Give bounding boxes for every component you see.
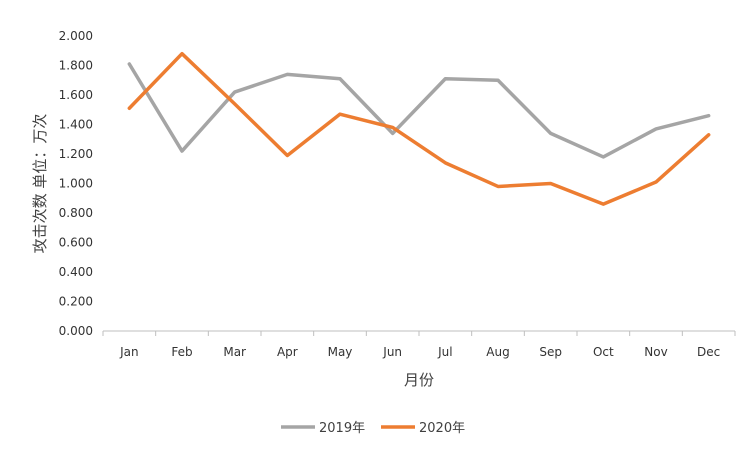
x-tick-label: Sep [539,345,562,359]
y-axis-title: 攻击次数 单位：万次 [31,114,49,254]
x-tick-label: Feb [171,345,192,359]
x-tick-label: May [328,345,353,359]
y-tick-label: 0.200 [59,295,93,309]
x-tick-label: Oct [593,345,614,359]
x-tick-label: Jun [382,345,402,359]
legend-label-1: 2019年 [319,421,365,436]
y-tick-label: 1.400 [59,118,93,132]
y-tick-label: 0.400 [59,265,93,279]
series-layer [127,51,711,206]
legend: 2019年 2020年 [281,421,465,436]
x-tick-label: Nov [644,345,667,359]
y-axis-ticks: 0.000 0.200 0.400 0.600 0.800 1.000 1.200 1.400… [59,29,93,338]
x-tick-label: Apr [277,345,298,359]
y-tick-label: 1.200 [59,147,93,161]
x-tick-label: Jul [437,345,452,359]
x-tick-label: Dec [697,345,720,359]
x-tick-label: Jan [119,345,139,359]
x-axis-title: 月份 [404,371,434,389]
x-tick-label: Aug [486,345,509,359]
legend-label-2: 2020年 [419,421,465,436]
x-tick-label: Mar [223,345,246,359]
y-tick-label: 0.800 [59,206,93,220]
y-tick-label: 0.000 [59,324,93,338]
series-line-2 [127,51,711,206]
y-tick-label: 1.800 [59,59,93,73]
series-line-1 [127,62,711,159]
y-tick-label: 1.600 [59,88,93,102]
x-axis-ticks: Jan Feb Mar Apr May Jun Jul Aug Sep Oct Nov Dec [102,331,736,359]
y-tick-label: 2.000 [59,29,93,43]
y-tick-label: 0.600 [59,236,93,250]
y-tick-label: 1.000 [59,177,93,191]
